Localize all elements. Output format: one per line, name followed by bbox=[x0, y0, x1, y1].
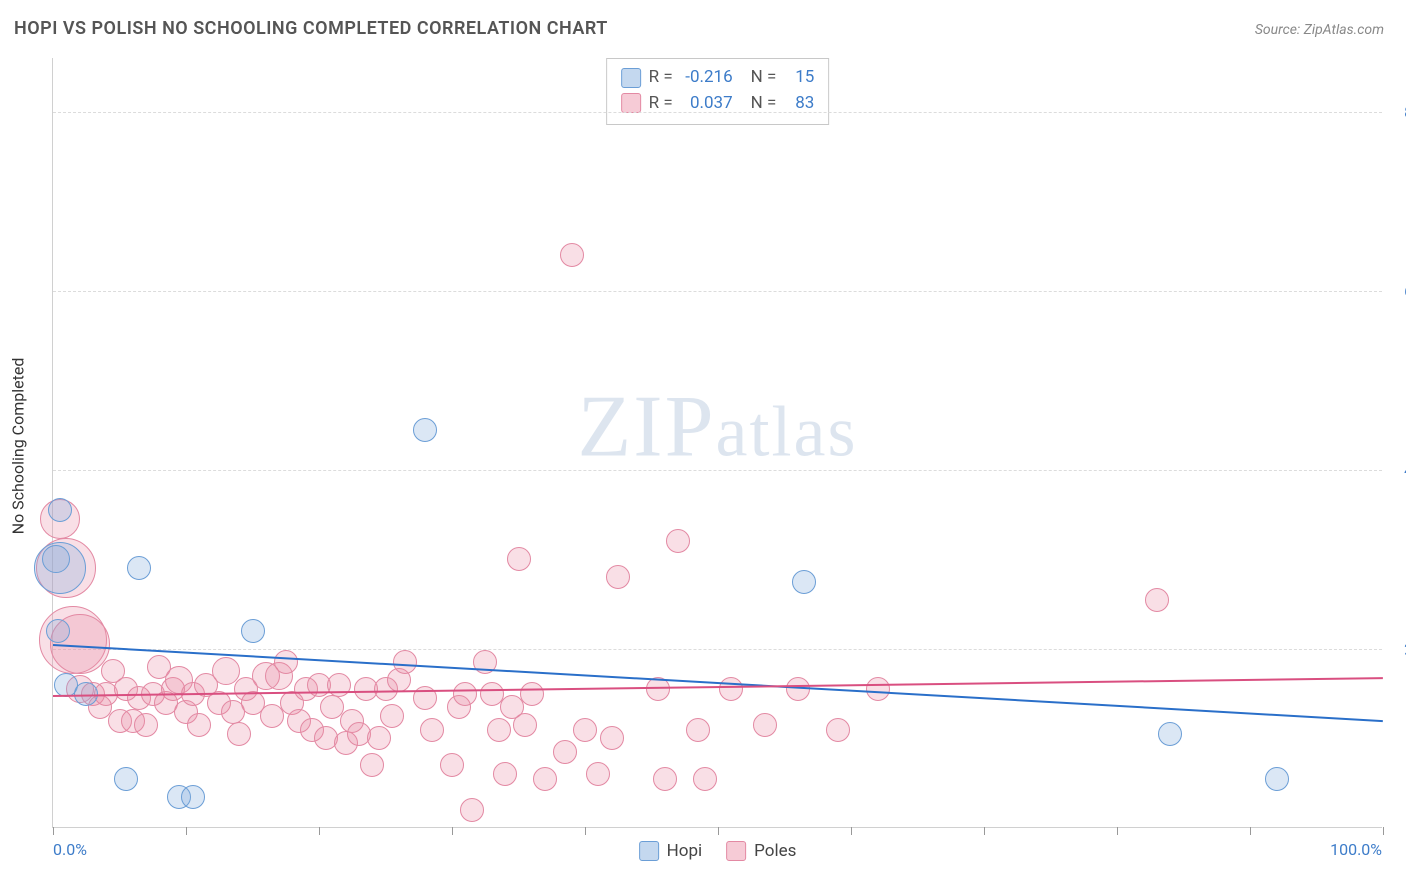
data-point-hopi bbox=[413, 418, 437, 442]
legend-swatch-poles bbox=[726, 841, 746, 861]
x-tick bbox=[452, 827, 453, 835]
data-point-poles bbox=[653, 767, 677, 791]
data-point-hopi bbox=[127, 556, 151, 580]
x-tick bbox=[1117, 827, 1118, 835]
data-point-poles bbox=[786, 677, 810, 701]
data-point-poles bbox=[753, 713, 777, 737]
source-attribution: Source: ZipAtlas.com bbox=[1255, 22, 1384, 38]
x-tick bbox=[585, 827, 586, 835]
data-point-poles bbox=[513, 713, 537, 737]
stats-r-label: R = bbox=[649, 65, 673, 91]
data-point-poles bbox=[460, 798, 484, 822]
data-point-hopi bbox=[42, 545, 70, 573]
data-point-poles bbox=[693, 767, 717, 791]
data-point-poles bbox=[507, 547, 531, 571]
x-tick bbox=[53, 827, 54, 835]
chart-title: HOPI VS POLISH NO SCHOOLING COMPLETED CO… bbox=[14, 18, 608, 39]
x-tick bbox=[851, 827, 852, 835]
watermark-suffix: atlas bbox=[716, 392, 858, 472]
data-point-hopi bbox=[46, 619, 70, 643]
data-point-hopi bbox=[1158, 722, 1182, 746]
data-point-poles bbox=[380, 704, 404, 728]
x-tick bbox=[319, 827, 320, 835]
data-point-hopi bbox=[48, 498, 72, 522]
data-point-hopi bbox=[181, 785, 205, 809]
data-point-poles bbox=[560, 243, 584, 267]
data-point-poles bbox=[686, 718, 710, 742]
legend-swatch-hopi bbox=[639, 841, 659, 861]
grid-line-h bbox=[53, 112, 1382, 113]
stats-row-hopi: R = -0.216 N = 15 bbox=[621, 65, 815, 91]
data-point-poles bbox=[606, 565, 630, 589]
data-point-poles bbox=[586, 762, 610, 786]
grid-line-h bbox=[53, 649, 1382, 650]
data-point-poles bbox=[134, 713, 158, 737]
data-point-poles bbox=[453, 682, 477, 706]
data-point-hopi bbox=[792, 570, 816, 594]
data-point-poles bbox=[420, 718, 444, 742]
x-tick bbox=[1383, 827, 1384, 835]
data-point-poles bbox=[600, 726, 624, 750]
data-point-hopi bbox=[241, 619, 265, 643]
grid-line-h bbox=[53, 470, 1382, 471]
watermark: ZIPatlas bbox=[578, 377, 858, 478]
data-point-poles bbox=[666, 529, 690, 553]
data-point-poles bbox=[393, 650, 417, 674]
stats-box: R =-0.216N =15R =0.037N =83 bbox=[606, 58, 830, 125]
data-point-poles bbox=[573, 718, 597, 742]
y-axis-label: No Schooling Completed bbox=[9, 358, 28, 535]
data-point-poles bbox=[367, 726, 391, 750]
x-tick bbox=[718, 827, 719, 835]
watermark-prefix: ZIP bbox=[578, 379, 716, 476]
data-point-poles bbox=[533, 767, 557, 791]
data-point-poles bbox=[719, 677, 743, 701]
stats-n-label: N = bbox=[751, 65, 777, 91]
data-point-hopi bbox=[114, 767, 138, 791]
x-tick bbox=[186, 827, 187, 835]
legend-item-poles: Poles bbox=[726, 841, 796, 861]
grid-line-h bbox=[53, 291, 1382, 292]
data-point-poles bbox=[520, 682, 544, 706]
stats-n-value: 15 bbox=[784, 65, 814, 91]
data-point-poles bbox=[187, 713, 211, 737]
x-tick bbox=[1250, 827, 1251, 835]
x-tick-label-right: 100.0% bbox=[1330, 840, 1382, 859]
data-point-poles bbox=[493, 762, 517, 786]
data-point-poles bbox=[826, 718, 850, 742]
data-point-poles bbox=[487, 718, 511, 742]
legend-label: Poles bbox=[754, 841, 796, 861]
legend-label: Hopi bbox=[667, 841, 703, 861]
data-point-poles bbox=[866, 677, 890, 701]
data-point-poles bbox=[1145, 588, 1169, 612]
data-point-hopi bbox=[1265, 767, 1289, 791]
plot-area: ZIPatlas R =-0.216N =15R =0.037N =83 Hop… bbox=[52, 58, 1382, 828]
swatch-hopi bbox=[621, 68, 641, 88]
data-point-poles bbox=[227, 722, 251, 746]
swatch-poles bbox=[621, 93, 641, 113]
data-point-poles bbox=[553, 740, 577, 764]
x-tick bbox=[984, 827, 985, 835]
x-tick-label-left: 0.0% bbox=[53, 840, 87, 859]
bottom-legend: Hopi Poles bbox=[639, 841, 797, 861]
data-point-poles bbox=[360, 753, 384, 777]
stats-r-value: -0.216 bbox=[681, 65, 733, 91]
legend-item-hopi: Hopi bbox=[639, 841, 703, 861]
data-point-poles bbox=[440, 753, 464, 777]
data-point-poles bbox=[274, 650, 298, 674]
